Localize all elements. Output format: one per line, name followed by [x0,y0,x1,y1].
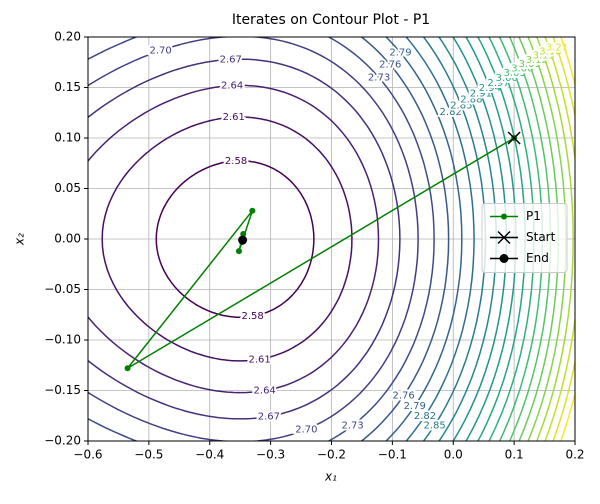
contour-label: 2.70 [149,45,171,56]
x-tick-label: −0.2 [317,448,346,462]
marker-dot [249,207,256,214]
marker-dot [124,365,131,372]
marker-dot [235,248,242,255]
x-tick-label: −0.3 [256,448,285,462]
iterates [124,131,521,372]
marker-dot [240,230,247,237]
x-tick-label: −0.1 [378,448,407,462]
contour-label: 2.64 [221,81,243,92]
y-tick-label: 0.00 [54,232,81,246]
x-tick-label: 0.2 [565,448,584,462]
contour-label: 2.82 [440,107,462,118]
contour-label: 2.85 [423,420,445,431]
contour-line [101,116,353,362]
contour-label: 2.85 [450,100,472,111]
legend-label: P1 [526,209,541,223]
y-tick-label: −0.15 [44,383,81,397]
contour-label: 2.58 [242,311,264,322]
legend-label: Start [526,230,556,244]
marker-dot [499,254,509,263]
chart-title: Iterates on Contour Plot - P1 [232,12,430,28]
marker-x [497,230,511,245]
contour-label: 2.73 [368,73,390,84]
contour-label: 2.64 [254,386,276,397]
y-tick-label: 0.10 [54,131,81,145]
x-tick-label: 0.1 [505,448,524,462]
contour-label: 3.00 [496,73,518,84]
contour-line [88,58,401,420]
contour-label: 2.70 [295,424,317,435]
legend: P1 Start End [481,203,568,273]
y-tick-label: −0.05 [44,282,81,296]
y-tick-label: 0.20 [54,30,81,44]
contour-line [155,160,315,318]
x-tick-label: −0.4 [195,448,224,462]
contour-line [88,84,380,394]
contours: 2.58 2.58 2.61 2.61 2.64 2.64 2.67 2.67 2.70 2.70… [88,37,575,441]
contour-label: 3.03 [504,68,526,79]
contour-label: 2.91 [470,89,492,100]
contour-label: 2.82 [414,411,436,422]
contour-line [88,37,419,441]
y-tick-label: 0.05 [54,181,81,195]
y-axis-label: x₂ [13,233,27,246]
contour-label: 3.06 [511,64,533,75]
contour-label: 2.97 [487,78,509,89]
contour-label: 2.76 [379,60,401,71]
x-tick-label: −0.5 [134,448,163,462]
y-tick-label: −0.10 [44,333,81,347]
contour-label: 2.94 [479,83,501,94]
contour-label: 2.79 [404,401,426,412]
contour-label: 3.09 [519,59,541,70]
marker-x [507,131,521,145]
x-tick-label: −0.6 [73,448,102,462]
contour-label: 2.73 [341,421,363,432]
contour-label: 2.88 [460,94,482,105]
x-tick-label: 0.0 [444,448,463,462]
contour-label: 2.67 [220,54,242,65]
legend-label: End [526,251,549,265]
y-tick-label: −0.20 [44,434,81,448]
contour-label: 2.61 [223,112,245,123]
ticks: −0.6 −0.5 −0.4 −0.3 −0.2 −0.1 0.0 0.1 0.2 −0.20 −0… [44,30,584,462]
x-axis-label: x₁ [324,470,337,484]
contour-label: 2.61 [248,354,270,365]
y-tick-label: 0.15 [54,80,81,94]
contour-label: 2.79 [389,48,411,59]
contour-label: 2.67 [258,411,280,422]
contour-label: 2.58 [225,156,247,167]
marker-dot [238,235,248,245]
contour-label: 2.76 [393,391,415,402]
marker-dot [501,213,507,220]
